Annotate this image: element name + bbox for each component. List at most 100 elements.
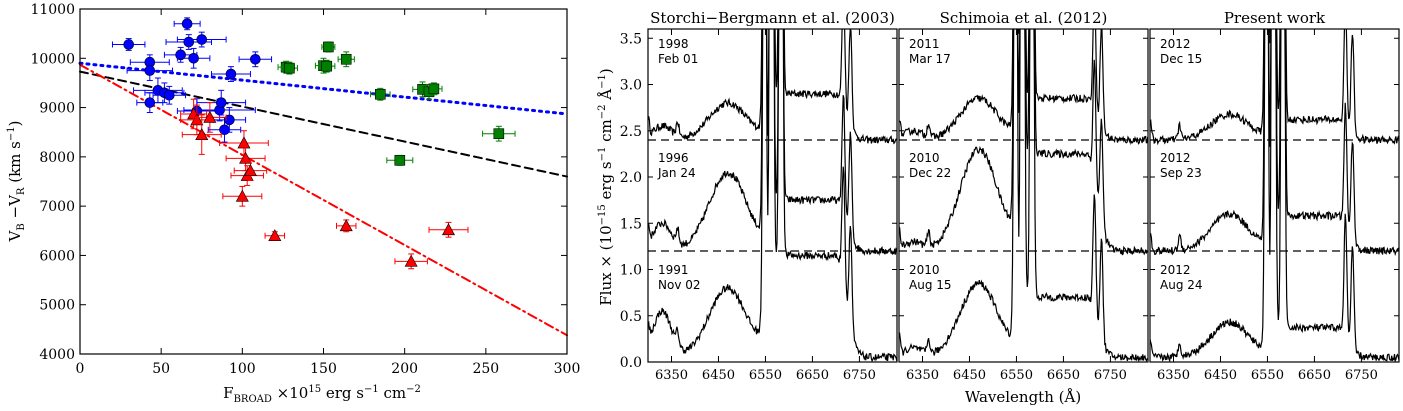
epoch-year-label: 2010 — [909, 151, 940, 165]
epoch-year-label: 2012 — [1160, 37, 1191, 51]
spectrum-line — [899, 29, 1148, 146]
green-square-point — [318, 59, 336, 73]
blue-circle-point — [196, 89, 247, 116]
square-marker — [493, 128, 505, 139]
x-tick-label: 0 — [76, 361, 85, 377]
panel-title: Schimoia et al. (2012) — [940, 9, 1108, 27]
triangle-marker — [441, 223, 456, 236]
spectra-ylabel: Flux × (10−15 erg s−1 cm−2 Å−1) — [597, 68, 615, 306]
y-tick-label: 1.0 — [620, 263, 642, 279]
epoch-year-label: 1996 — [658, 151, 689, 165]
square-marker — [428, 83, 440, 95]
triangle-marker — [237, 136, 251, 149]
circle-marker — [181, 18, 193, 30]
circle-marker — [250, 53, 261, 65]
spectrum-line — [648, 29, 897, 145]
epoch-year-label: 2012 — [1160, 151, 1191, 165]
y-tick-label: 10000 — [30, 51, 75, 67]
red-triangle-point — [394, 253, 428, 270]
circle-marker — [144, 65, 156, 76]
circle-marker — [163, 89, 175, 101]
spectrum-line — [1150, 29, 1399, 146]
scatter-plot: 0 50 100 150 200 250 300 4000 5000 6000 7000 8000 90… — [6, 2, 580, 405]
x-tick-label: 6450 — [702, 368, 735, 383]
blue-dotted-fit — [78, 61, 569, 116]
y-tick-label: 11000 — [30, 2, 75, 18]
y-tick-label: 2.5 — [620, 124, 642, 140]
blue-circle-point — [212, 107, 247, 133]
triangle-marker — [268, 229, 282, 242]
red-triangle-point — [193, 102, 227, 133]
x-tick-label: 6750 — [843, 368, 876, 383]
y-tick-label: 8000 — [39, 150, 75, 166]
blue-circle-point — [176, 31, 227, 48]
y-tick-label: 0.5 — [620, 309, 642, 325]
panel-frame — [898, 28, 1149, 363]
epoch-date-label: Aug 24 — [1160, 278, 1203, 292]
y-tick-label: 1.5 — [620, 216, 642, 232]
blue-circle-point — [210, 66, 251, 82]
x-tick-label: 6650 — [1298, 368, 1331, 383]
red-dashdot-fit — [79, 63, 568, 337]
epoch-date-label: Dec 15 — [1160, 52, 1202, 66]
green-square-point — [337, 51, 355, 68]
circle-marker — [175, 49, 186, 61]
y-tick-label: 5000 — [39, 298, 75, 314]
x-tick-label: 6550 — [749, 368, 782, 383]
x-tick-label: 6450 — [1204, 368, 1237, 383]
epoch-date-label: Nov 02 — [658, 278, 701, 292]
square-marker — [394, 155, 406, 166]
y-tick-label: 4000 — [39, 347, 75, 363]
triangle-marker — [404, 254, 418, 267]
green-square-point — [321, 41, 336, 53]
square-marker — [340, 53, 352, 65]
spectrum-line — [1150, 29, 1399, 257]
blue-circle-point — [152, 85, 187, 105]
circle-marker — [144, 97, 156, 108]
square-marker — [284, 62, 295, 74]
epoch-date-label: Feb 01 — [658, 52, 698, 66]
x-tick-label: 6650 — [796, 368, 829, 383]
y-tick-label: 7000 — [39, 199, 75, 215]
blue-circle-point — [238, 51, 273, 68]
x-tick-label: 6750 — [1094, 368, 1127, 383]
y-tick-label: 6000 — [39, 248, 75, 264]
panel-frame — [1149, 28, 1400, 363]
triangle-marker — [339, 219, 353, 232]
triangle-marker — [195, 128, 209, 140]
x-tick-label: 6650 — [1047, 368, 1080, 383]
x-tick-label: 250 — [472, 361, 499, 377]
green-square-point — [482, 125, 516, 142]
x-tick-label: 6550 — [1000, 368, 1033, 383]
red-triangle-point — [264, 229, 286, 242]
blue-circle-point — [111, 38, 146, 51]
spectrum-line — [648, 29, 897, 257]
spectra-xlabel: Wavelength (Å) — [965, 388, 1081, 406]
x-tick-label: 6350 — [655, 368, 688, 383]
spectrum-line — [1150, 29, 1399, 362]
x-tick-label: 6350 — [1157, 368, 1190, 383]
circle-marker — [183, 36, 195, 48]
epoch-year-label: 2011 — [909, 37, 940, 51]
x-tick-label: 200 — [391, 361, 418, 377]
green-square-point — [280, 61, 299, 75]
panel-title: Present work — [1224, 9, 1326, 27]
circle-marker — [188, 52, 199, 64]
green-square-point — [425, 82, 443, 96]
y-tick-label: 3.0 — [620, 78, 642, 94]
data-points — [111, 17, 516, 270]
square-marker — [323, 41, 334, 53]
x-tick-label: 100 — [229, 361, 256, 377]
square-marker — [321, 60, 333, 72]
panel-frame — [647, 28, 898, 363]
circle-marker — [215, 97, 227, 108]
triangle-marker — [243, 164, 257, 176]
blue-circle-point — [126, 60, 174, 81]
scatter-ylabel: VB −VR (km s−1) — [6, 121, 27, 243]
x-tick-label: 6350 — [906, 368, 939, 383]
